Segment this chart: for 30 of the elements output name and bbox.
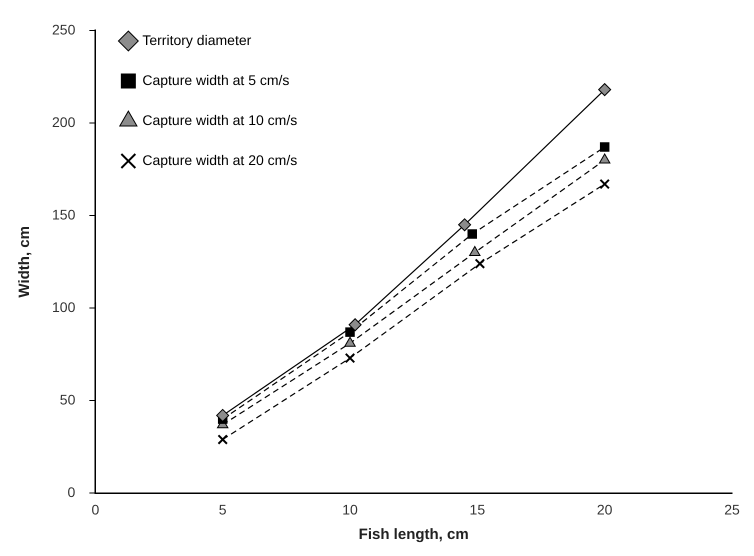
point [216,408,230,422]
x-tick-label: 15 [470,501,486,518]
legend-label: Capture width at 20 cm/s [142,152,298,168]
y-axis-title: Width, cm [16,226,34,298]
x-tick-label: 5 [218,501,227,518]
y-tick-label: 250 [52,21,76,38]
point [458,218,472,232]
point [344,352,356,364]
x-tick-label: 20 [596,501,613,518]
point [348,318,362,332]
y-tick-label: 50 [60,392,76,408]
point [344,336,356,347]
point [469,246,480,256]
legend-label: Capture width at 10 cm/s [142,112,298,128]
y-tick-label: 100 [52,298,76,315]
x-tick-label: 10 [342,501,358,518]
x-tick-label: 0 [91,501,100,518]
y-tick-label: 0 [68,484,76,500]
legend-label: Capture width at 5 cm/s [142,72,290,88]
legend-label: Territory diameter [142,32,252,48]
point [598,83,612,96]
x-tick-label: 25 [724,501,740,518]
x-axis-title: Fish length, cm [358,526,469,544]
point [474,258,486,269]
point [600,142,610,152]
point [217,434,228,445]
point [468,229,477,239]
y-tick-label: 150 [52,206,76,222]
point [599,178,610,190]
y-tick-label: 200 [52,114,76,130]
